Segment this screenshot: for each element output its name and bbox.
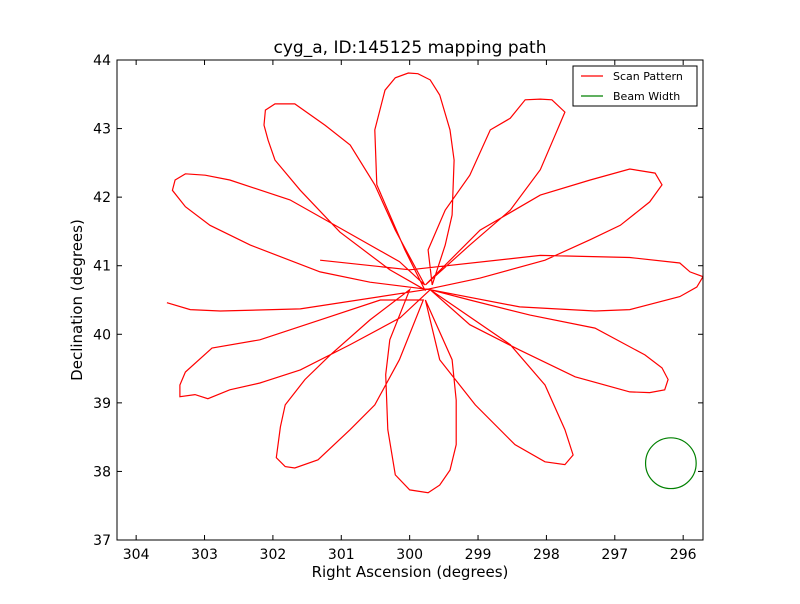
legend-beam-label: Beam Width bbox=[613, 90, 680, 103]
x-tick-label: 296 bbox=[670, 547, 697, 563]
y-axis-label: Declination (degrees) bbox=[68, 219, 86, 381]
x-tick-label: 298 bbox=[533, 547, 560, 563]
x-axis-ticks: 304 303 302 301 300 299 298 297 296 bbox=[123, 60, 697, 563]
y-tick-label: 43 bbox=[93, 122, 111, 138]
x-tick-label: 297 bbox=[601, 547, 628, 563]
y-axis-ticks: 37 38 39 40 41 42 43 44 bbox=[93, 53, 703, 549]
x-axis-label: Right Ascension (degrees) bbox=[312, 563, 509, 581]
chart-title: cyg_a, ID:145125 mapping path bbox=[274, 38, 547, 58]
x-tick-label: 299 bbox=[465, 547, 492, 563]
beam-width-circle bbox=[644, 437, 697, 490]
x-tick-label: 303 bbox=[191, 547, 218, 563]
x-tick-label: 304 bbox=[123, 547, 150, 563]
scan-pattern-line bbox=[166, 72, 703, 494]
plot-area: 304 303 302 301 300 299 298 297 296 37 38 39 40 41 42… bbox=[93, 53, 704, 563]
y-tick-label: 38 bbox=[93, 464, 111, 480]
x-tick-label: 301 bbox=[328, 547, 355, 563]
y-tick-label: 39 bbox=[93, 396, 111, 412]
y-tick-label: 40 bbox=[93, 327, 111, 343]
legend: Scan Pattern Beam Width bbox=[572, 65, 698, 107]
y-tick-label: 44 bbox=[93, 53, 111, 69]
legend-box bbox=[572, 65, 698, 107]
y-tick-label: 42 bbox=[93, 190, 111, 206]
y-tick-label: 37 bbox=[93, 533, 111, 549]
x-tick-label: 302 bbox=[260, 547, 287, 563]
x-tick-label: 300 bbox=[396, 547, 423, 563]
legend-scan-label: Scan Pattern bbox=[613, 70, 683, 83]
y-tick-label: 41 bbox=[93, 259, 111, 275]
